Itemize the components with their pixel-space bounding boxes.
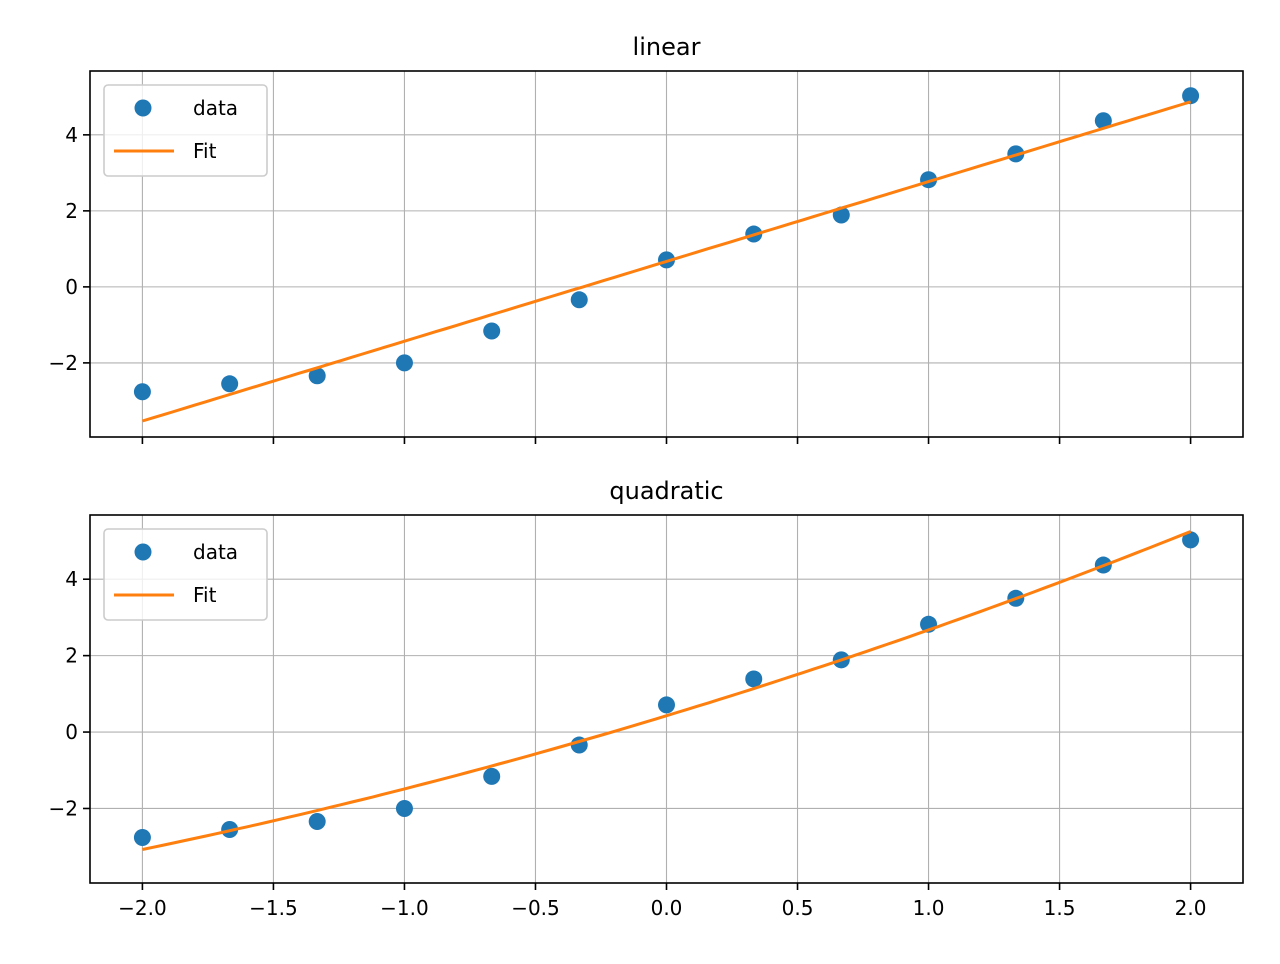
data-point [483,322,501,340]
data-point [395,799,413,817]
x-tick-label: 2.0 [1175,896,1207,920]
data-point [308,812,326,830]
data-point [133,383,151,401]
data-point [133,829,151,847]
legend-box [103,84,268,177]
legend-label-data: data [193,96,238,120]
y-tick-label: 2 [65,199,78,223]
legend-box [103,528,268,621]
data-point [658,696,675,714]
y-tick-label: 4 [65,123,78,147]
data-point [745,670,763,688]
legend-data-marker [134,99,152,117]
subplot-linear: −2 0 2 4 linear data Fit [49,33,1244,444]
y-tick-label: 4 [65,567,78,591]
data-point [1182,87,1200,105]
legend-label-data: data [193,540,238,564]
fit-line [141,100,1192,423]
y-tick-label: −2 [49,796,78,820]
x-tick-label: −2.0 [118,896,167,920]
legend: data Fit [103,528,268,621]
subplot-title: linear [633,33,701,61]
x-tick-label: −1.0 [380,896,429,920]
y-tick-label: 0 [65,720,78,744]
x-tick-label: −1.5 [249,896,298,920]
x-tick-label: 0.0 [651,896,683,920]
x-tick-label: −0.5 [511,896,560,920]
y-tick-label: 2 [65,644,78,668]
x-tick-label: 1.5 [1044,896,1076,920]
data-point [308,367,326,385]
x-tick-label: 1.0 [913,896,945,920]
data-point [1182,531,1200,549]
data-point [395,354,413,372]
data-point [221,375,239,393]
legend-data-marker [134,543,152,561]
data-point [483,767,501,785]
y-tick-label: −2 [49,351,78,375]
data-point [1094,112,1112,130]
legend: data Fit [103,84,268,177]
fit-line [142,530,1192,851]
data-point [570,291,588,309]
subplot-title: quadratic [609,477,723,505]
x-tick-label: 0.5 [782,896,814,920]
y-tick-label: 0 [65,275,78,299]
legend-label-fit: Fit [193,139,217,163]
subplot-quadratic: −2.0 −1.5 −1.0 −0.5 0.0 0.5 1.0 1.5 2.0 −2 0 2 4 quad… [49,477,1244,920]
legend-label-fit: Fit [193,583,217,607]
